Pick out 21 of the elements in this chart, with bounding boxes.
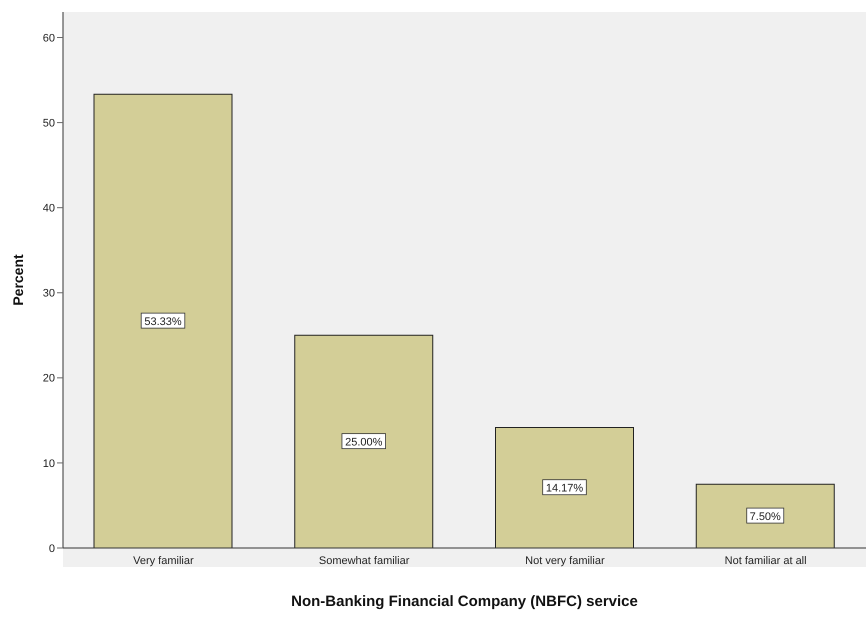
y-tick-label: 20 bbox=[42, 372, 55, 385]
bar bbox=[94, 94, 232, 548]
y-tick-label: 0 bbox=[48, 542, 55, 555]
y-tick-label: 60 bbox=[42, 32, 55, 44]
y-tick-label: 30 bbox=[42, 288, 55, 300]
x-tick-label: Not familiar at all bbox=[724, 554, 807, 567]
data-label: 25.00% bbox=[345, 436, 383, 449]
y-tick-label: 10 bbox=[42, 458, 55, 470]
y-axis-title: Percent bbox=[10, 254, 26, 306]
data-label: 53.33% bbox=[144, 316, 182, 328]
y-tick-label: 50 bbox=[42, 118, 55, 130]
bar bbox=[696, 484, 835, 548]
data-label: 14.17% bbox=[546, 482, 584, 495]
bar bbox=[294, 334, 434, 548]
x-tick-label: Very familiar bbox=[133, 554, 194, 567]
x-axis-title: Non-Banking Financial Company (NBFC) service bbox=[291, 593, 638, 610]
bar bbox=[495, 426, 634, 548]
x-tick-label: Not very familiar bbox=[525, 554, 605, 567]
data-label: 7.50% bbox=[750, 511, 782, 524]
x-tick-label: Somewhat familiar bbox=[318, 554, 410, 567]
y-tick-label: 40 bbox=[42, 202, 55, 215]
